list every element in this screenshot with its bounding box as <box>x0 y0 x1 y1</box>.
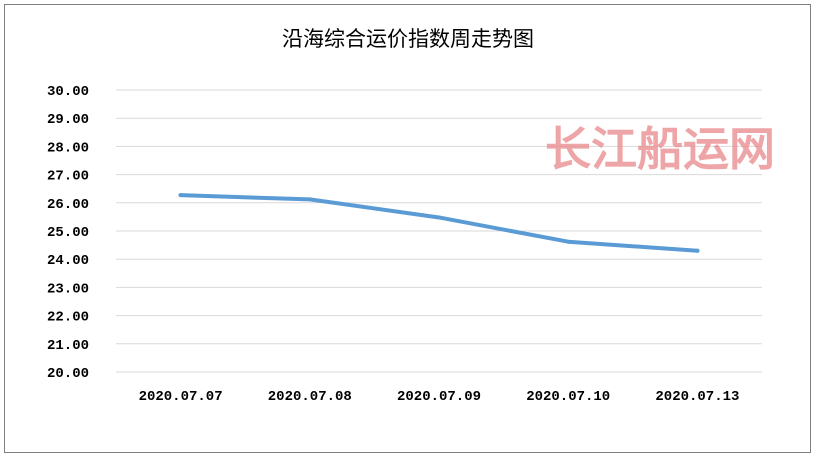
y-tick-label: 23.00 <box>47 281 89 297</box>
y-tick-label: 20.00 <box>47 366 89 382</box>
y-tick-label: 29.00 <box>47 112 89 128</box>
y-tick-label: 22.00 <box>47 310 89 326</box>
y-tick-label: 30.00 <box>47 84 89 100</box>
y-tick-label: 26.00 <box>47 197 89 213</box>
y-tick-label: 21.00 <box>47 338 89 354</box>
x-tick-label: 2020.07.09 <box>397 389 481 405</box>
x-axis-tick-labels: 2020.07.07 2020.07.08 2020.07.09 2020.07.10… <box>139 389 740 405</box>
series-line <box>178 193 700 253</box>
series-layer <box>178 193 700 253</box>
y-tick-label: 28.00 <box>47 140 89 156</box>
x-tick-label: 2020.07.08 <box>268 389 352 405</box>
watermark-text: 长江船运网 <box>545 122 775 176</box>
data-point <box>566 239 571 244</box>
chart-frame <box>4 4 811 453</box>
x-tick-label: 2020.07.10 <box>526 389 610 405</box>
x-tick-label: 2020.07.07 <box>139 389 223 405</box>
chart-title: 沿海综合运价指数周走势图 <box>282 27 534 51</box>
data-point <box>695 248 700 253</box>
y-tick-label: 25.00 <box>47 225 89 241</box>
data-point <box>437 215 441 220</box>
x-tick-label: 2020.07.13 <box>655 389 739 405</box>
data-point <box>178 193 183 198</box>
gridlines <box>116 89 762 373</box>
y-tick-label: 27.00 <box>47 169 89 185</box>
y-axis-tick-labels: 20.00 21.00 22.00 23.00 24.00 25.00 26.00 27.00… <box>47 84 89 382</box>
y-tick-label: 24.00 <box>47 253 89 269</box>
data-point <box>307 197 312 202</box>
